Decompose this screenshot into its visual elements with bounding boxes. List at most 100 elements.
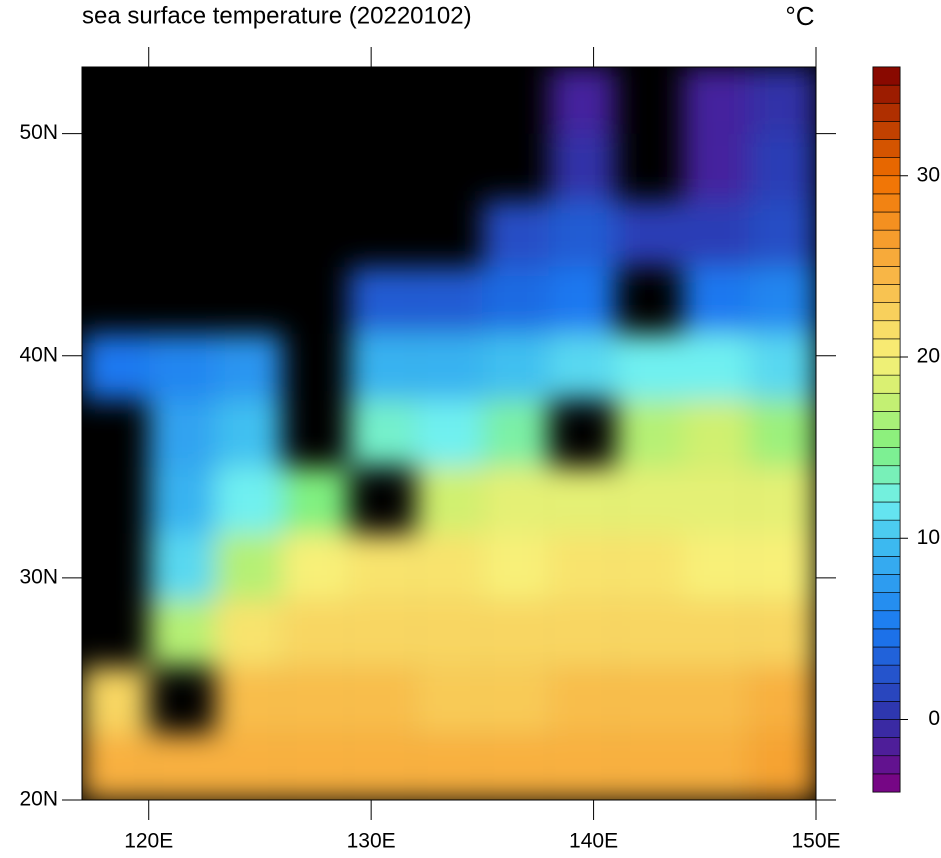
sst-cell — [215, 400, 283, 467]
sst-cell — [482, 733, 550, 800]
sst-cell — [148, 600, 216, 667]
sst-cell — [348, 733, 416, 800]
colorbar-band — [872, 157, 901, 177]
sst-cell — [549, 200, 616, 267]
sst-cell — [749, 533, 816, 601]
sst-cell — [82, 666, 149, 734]
sst-cell — [749, 600, 816, 667]
sst-cell — [615, 600, 683, 667]
colorbar-band — [872, 682, 901, 702]
sst-cell — [615, 466, 683, 534]
sst-cell — [682, 200, 750, 267]
colorbar-band — [872, 302, 901, 322]
colorbar-band — [872, 211, 901, 231]
colorbar-band — [872, 139, 901, 158]
sst-cell — [549, 733, 616, 800]
sst-cell — [682, 533, 750, 601]
colorbar-band — [872, 229, 901, 249]
sst-cell — [682, 400, 750, 467]
sst-cell — [215, 600, 283, 667]
temperature-field — [82, 67, 816, 800]
sst-cell — [682, 466, 750, 534]
sst-cell — [749, 266, 816, 334]
sst-cell — [749, 200, 816, 267]
sst-cell — [415, 466, 483, 534]
sst-cell — [282, 466, 349, 534]
sst-cell — [615, 400, 683, 467]
colorbar-tick-label: 0 — [928, 707, 940, 730]
sst-cell — [282, 666, 349, 734]
colorbar-band — [872, 664, 901, 684]
colorbar-band — [872, 356, 901, 376]
x-tick-label: 140E — [569, 830, 618, 853]
sst-cell — [682, 600, 750, 667]
sst-cell — [348, 600, 416, 667]
sst-cell — [682, 67, 750, 134]
sst-cell — [482, 333, 550, 401]
colorbar-band — [872, 737, 901, 757]
sst-cell — [215, 533, 283, 601]
x-tick-label: 130E — [347, 830, 396, 853]
colorbar-band — [872, 447, 901, 467]
sst-cell — [482, 400, 550, 467]
colorbar-band — [872, 719, 901, 738]
y-tick-label: 40N — [19, 343, 58, 366]
y-tick-label: 50N — [19, 121, 58, 144]
sst-cell — [482, 533, 550, 601]
colorbar-band — [872, 501, 901, 521]
sst-cell — [348, 333, 416, 401]
sst-cell — [549, 600, 616, 667]
sst-cell — [415, 533, 483, 601]
sst-cell — [282, 733, 349, 800]
sst-cell — [749, 666, 816, 734]
colorbar-band — [872, 320, 901, 340]
colorbar-band — [872, 121, 901, 140]
sst-cell — [148, 733, 216, 800]
sst-cell — [615, 333, 683, 401]
sst-cell — [682, 733, 750, 800]
colorbar-band — [872, 519, 901, 539]
sst-cell — [482, 266, 550, 334]
colorbar-band — [872, 193, 901, 213]
sst-cell — [415, 266, 483, 334]
sst-cell — [682, 333, 750, 401]
colorbar-band — [872, 465, 901, 485]
colorbar-band — [872, 175, 901, 195]
x-tick-label: 150E — [791, 830, 840, 853]
colorbar-band — [872, 266, 901, 285]
sst-cell — [82, 333, 149, 401]
sst-cell — [682, 133, 750, 201]
colorbar-tick-label: 10 — [917, 526, 940, 549]
sst-cell — [549, 333, 616, 401]
colorbar-band — [872, 284, 901, 303]
x-tick-label: 120E — [124, 830, 173, 853]
sst-cell — [215, 333, 283, 401]
sst-cell — [615, 200, 683, 267]
sst-cell — [282, 600, 349, 667]
plot-frame — [81, 66, 817, 801]
colorbar-band — [872, 755, 901, 775]
sst-cell — [615, 533, 683, 601]
colorbar-band — [872, 610, 901, 630]
colorbar-band — [872, 374, 901, 394]
colorbar-band — [872, 66, 901, 86]
sst-cell — [348, 266, 416, 334]
y-tick-label: 20N — [19, 788, 58, 811]
sst-cell — [348, 666, 416, 734]
sst-cell — [215, 666, 283, 734]
sst-cell — [148, 400, 216, 467]
sst-cell — [682, 666, 750, 734]
field-cells — [82, 67, 816, 800]
colorbar-band — [872, 247, 901, 267]
colorbar-band — [872, 102, 901, 122]
colorbar-band — [872, 537, 901, 557]
sst-cell — [549, 67, 616, 134]
colorbar-tick-label: 30 — [917, 163, 940, 186]
sst-cell — [282, 533, 349, 601]
sst-cell — [415, 600, 483, 667]
sst-cell — [549, 666, 616, 734]
sst-cell — [348, 533, 416, 601]
sst-cell — [549, 133, 616, 201]
colorbar-band — [872, 592, 901, 612]
